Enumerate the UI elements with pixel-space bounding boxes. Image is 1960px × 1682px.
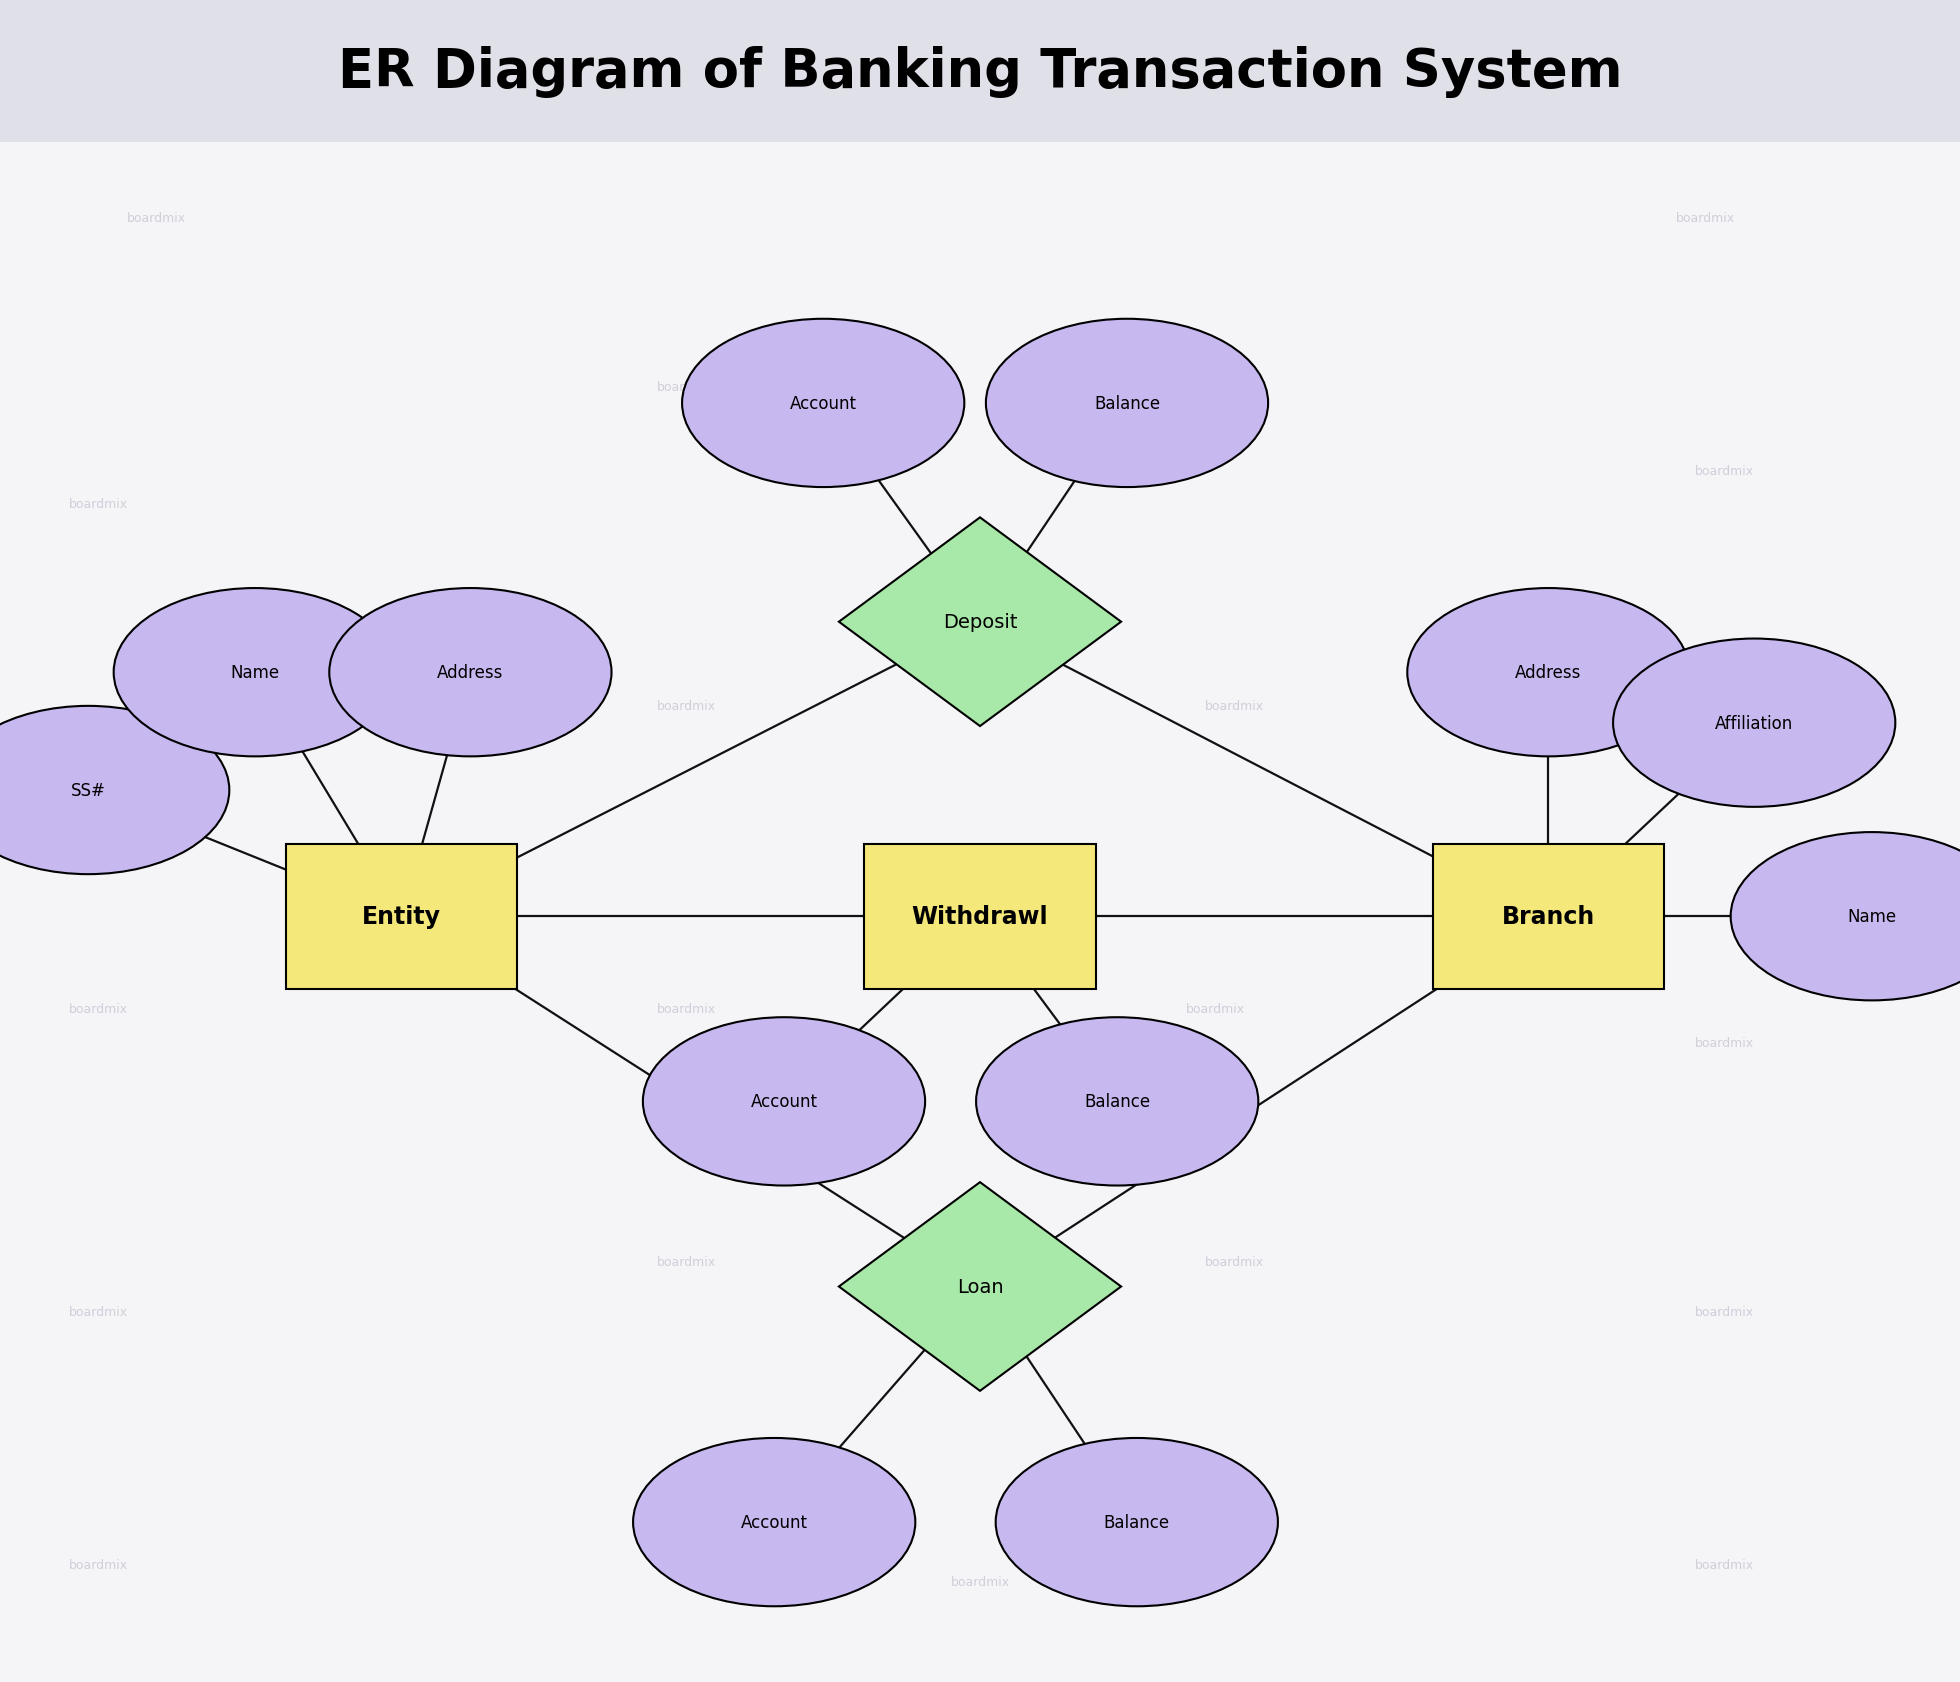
Text: SS#: SS# bbox=[71, 782, 106, 799]
Text: Affiliation: Affiliation bbox=[1715, 715, 1793, 732]
Text: Balance: Balance bbox=[1084, 1093, 1151, 1110]
Text: boardmix: boardmix bbox=[69, 1558, 127, 1571]
Text: boardmix: boardmix bbox=[951, 111, 1009, 124]
Text: boardmix: boardmix bbox=[1695, 1305, 1754, 1319]
Text: Address: Address bbox=[437, 664, 504, 681]
Ellipse shape bbox=[1407, 589, 1690, 757]
Text: boardmix: boardmix bbox=[69, 1305, 127, 1319]
Text: boardmix: boardmix bbox=[1695, 1558, 1754, 1571]
Text: Balance: Balance bbox=[1094, 395, 1160, 412]
Text: Branch: Branch bbox=[1501, 905, 1595, 928]
Text: Withdrawl: Withdrawl bbox=[911, 905, 1049, 928]
Text: boardmix: boardmix bbox=[657, 1002, 715, 1016]
Ellipse shape bbox=[633, 1438, 915, 1606]
FancyBboxPatch shape bbox=[0, 0, 1960, 143]
Text: Balance: Balance bbox=[1103, 1514, 1170, 1531]
FancyBboxPatch shape bbox=[864, 844, 1096, 989]
Text: boardmix: boardmix bbox=[1205, 1255, 1264, 1268]
Text: boardmix: boardmix bbox=[1695, 1036, 1754, 1050]
Text: Account: Account bbox=[790, 395, 857, 412]
Text: boardmix: boardmix bbox=[1186, 380, 1245, 394]
Text: boardmix: boardmix bbox=[951, 1574, 1009, 1588]
Text: Address: Address bbox=[1515, 664, 1582, 681]
Ellipse shape bbox=[986, 320, 1268, 488]
Text: boardmix: boardmix bbox=[1205, 700, 1264, 713]
Text: Name: Name bbox=[1846, 908, 1897, 925]
Text: boardmix: boardmix bbox=[657, 380, 715, 394]
Ellipse shape bbox=[1613, 639, 1895, 807]
Text: boardmix: boardmix bbox=[69, 1002, 127, 1016]
Ellipse shape bbox=[114, 589, 396, 757]
Text: boardmix: boardmix bbox=[69, 498, 127, 511]
Ellipse shape bbox=[682, 320, 964, 488]
FancyBboxPatch shape bbox=[1433, 844, 1664, 989]
Text: boardmix: boardmix bbox=[69, 750, 127, 764]
Text: ER Diagram of Banking Transaction System: ER Diagram of Banking Transaction System bbox=[337, 45, 1623, 98]
Text: boardmix: boardmix bbox=[1695, 464, 1754, 478]
Ellipse shape bbox=[643, 1018, 925, 1186]
Text: boardmix: boardmix bbox=[1676, 212, 1735, 225]
Ellipse shape bbox=[0, 706, 229, 875]
Ellipse shape bbox=[976, 1018, 1258, 1186]
Text: Account: Account bbox=[741, 1514, 808, 1531]
Text: Loan: Loan bbox=[956, 1277, 1004, 1297]
Text: boardmix: boardmix bbox=[657, 1255, 715, 1268]
Ellipse shape bbox=[329, 589, 612, 757]
Polygon shape bbox=[839, 518, 1121, 727]
Text: Entity: Entity bbox=[363, 905, 441, 928]
Ellipse shape bbox=[1731, 833, 1960, 1001]
Text: boardmix: boardmix bbox=[1186, 1002, 1245, 1016]
Text: boardmix: boardmix bbox=[127, 212, 186, 225]
Text: Name: Name bbox=[229, 664, 280, 681]
FancyBboxPatch shape bbox=[286, 844, 517, 989]
Text: Deposit: Deposit bbox=[943, 612, 1017, 632]
Text: boardmix: boardmix bbox=[1695, 750, 1754, 764]
Ellipse shape bbox=[996, 1438, 1278, 1606]
Polygon shape bbox=[839, 1182, 1121, 1391]
Text: boardmix: boardmix bbox=[657, 700, 715, 713]
Text: Account: Account bbox=[751, 1093, 817, 1110]
